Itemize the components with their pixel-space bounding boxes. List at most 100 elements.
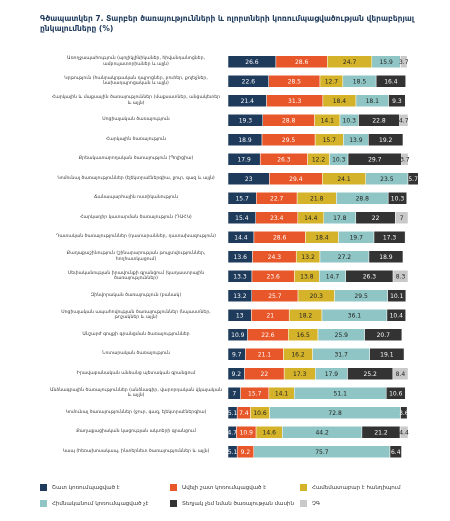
legend-item: ՉԳ [300,500,425,507]
value-label: 13.9 [349,137,363,144]
value-label: 4.4 [399,429,409,436]
legend-label: Հիմնականում կոռումպացված չէ [52,500,149,507]
value-label: 29.5 [282,137,296,144]
value-label: 13.3 [233,273,247,280]
category-label: Անշարժ գույքի գրանցման ծառայություններ [82,331,190,337]
value-label: 12.7 [325,78,339,85]
value-label: 29.7 [368,156,382,163]
bar-segment [400,406,408,419]
value-label: 8.3 [396,273,406,280]
value-label: 16.5 [296,332,310,339]
value-label: 9.7 [232,351,242,358]
value-label: 23.5 [380,176,394,183]
value-label: 26.6 [245,59,259,66]
value-label: 17.8 [333,215,347,222]
bar-segment [392,270,409,283]
bar-segment [368,133,404,146]
value-label: 3.7 [399,59,409,66]
value-label: 28.8 [356,195,370,202]
bar-segment [399,426,409,439]
legend-swatch [300,500,307,507]
value-label: 6.4 [391,449,401,456]
bar-segment [395,211,409,224]
bar-segment [375,75,406,88]
value-label: 21.2 [374,429,388,436]
value-label: 21.8 [310,195,324,202]
value-label: 10.3 [332,156,346,163]
value-label: 20.7 [377,332,391,339]
value-label: 24.1 [337,176,351,183]
value-label: 25.2 [364,371,378,378]
value-label: 14.4 [304,215,318,222]
value-label: 13.8 [300,273,314,280]
value-label: 18.9 [379,254,393,261]
value-label: 7 [400,215,404,222]
value-label: 15.7 [248,390,262,397]
value-label: 18.5 [353,78,367,85]
value-label: 29.5 [354,293,368,300]
value-label: 24.3 [268,254,282,261]
value-label: 4.7 [227,429,237,436]
value-label: 28.6 [295,59,309,66]
legend-item: Տեղյակ չեմ նման ծառայության մասին [170,500,295,507]
category-label: Քրեակատարողական ծառայություն (Պոլիցիա) [78,156,194,162]
value-label: 15.4 [235,215,249,222]
legend-label: Ավելի շատ կոռումպացված է [182,484,267,491]
value-label: 21.4 [241,98,255,105]
bar-segment [392,367,409,380]
category-label: Սոցիալական ծառայություն [102,117,170,123]
bar-segment [401,153,409,166]
legend-label: Շատ կոռումպացված է [52,484,120,491]
value-label: 17.3 [383,234,397,241]
value-label: 26.3 [277,156,291,163]
category-label: Նոտարական ծառայություն [102,351,170,357]
category-label: Կապ (հեռախոսակապ, ինտերնետ ծառայությունն… [62,448,210,454]
category-label: Զինվորական ծառայություն (բանակ) [90,292,182,298]
bar-segment [399,114,409,127]
value-label: 23 [245,176,253,183]
value-label: 10.6 [253,410,267,417]
bar-segment [373,231,406,244]
value-label: 12.2 [312,156,326,163]
legend-item: Շատ կոռումպացված է [40,484,165,491]
bar-segment [400,55,408,68]
bar-segment [407,172,419,185]
bar-segment [386,309,406,322]
value-label: 28.6 [273,234,287,241]
value-label: 22.6 [261,332,275,339]
legend-item: Ավելի շատ կոռումպացված է [170,484,295,491]
value-label: 17.3 [293,371,307,378]
value-label: 7 [232,390,236,397]
value-label: 3.7 [400,156,410,163]
value-label: 5.1 [228,410,238,417]
value-label: 14.4 [234,234,248,241]
value-label: 44.2 [315,429,329,436]
value-label: 5.7 [408,176,418,183]
value-label: 27.2 [338,254,352,261]
value-label: 10.3 [391,195,405,202]
bar-segment [387,192,407,205]
bar-segment [387,289,407,302]
value-label: 13.2 [301,254,315,261]
value-label: 24.7 [343,59,357,66]
bar-segment [369,348,405,361]
category-label: Ճանապարհային ոստիկանություն [93,195,179,201]
bar-segment [368,250,404,263]
value-label: 17.9 [237,156,251,163]
value-label: 5.1 [228,449,238,456]
value-label: 31.3 [288,98,302,105]
value-label: 17.9 [325,371,339,378]
bar-segment [389,445,402,458]
value-label: 29.4 [289,176,303,183]
value-label: 23.4 [270,215,284,222]
value-label: 13 [236,312,244,319]
value-label: 23.6 [267,273,281,280]
value-label: 15.7 [323,137,337,144]
value-label: 9.2 [232,371,242,378]
category-label: Իրավաբանական անձանց պետական գրանցում [76,370,196,376]
value-label: 8.4 [396,371,406,378]
value-label: 75.7 [315,449,329,456]
bar-segment [388,94,406,107]
legend-swatch [170,500,177,507]
value-label: 25.9 [335,332,349,339]
